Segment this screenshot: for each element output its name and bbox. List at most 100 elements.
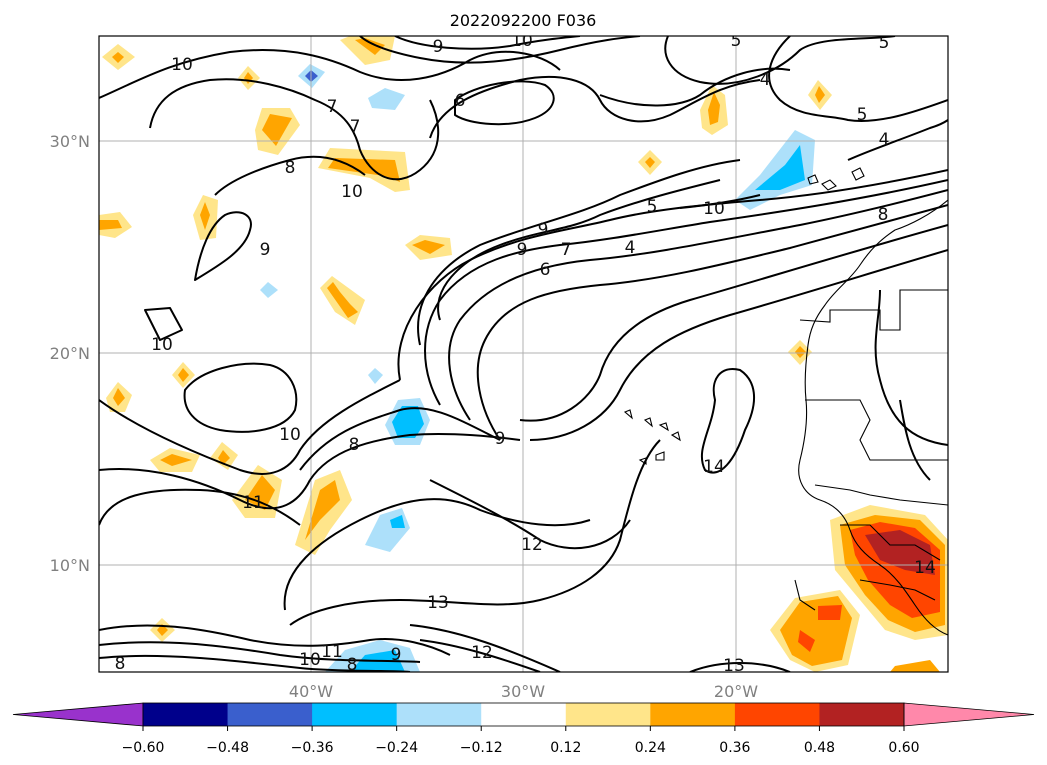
contour-line	[424, 179, 948, 406]
contour-label: 10	[511, 31, 533, 51]
positive-anomaly-blob-17-core	[708, 92, 720, 125]
contour-line	[394, 36, 581, 50]
contour-label: 10	[703, 199, 725, 219]
contour-line	[99, 379, 401, 475]
colorbar-tick-label: −0.48	[206, 740, 249, 756]
colorbar-tick-label: 0.48	[804, 740, 835, 756]
contour-line	[289, 439, 661, 626]
lat-label-10n: 10°N	[50, 556, 90, 575]
coastal-border-4	[840, 524, 941, 561]
contour-labels: 10 9 10 5 5 4 6 7 7 5 8 10 4 9 9 7 6 4 5…	[115, 31, 936, 676]
coastal-border	[799, 289, 948, 331]
contour-label: 10	[279, 425, 301, 445]
contour-label: 7	[327, 97, 338, 117]
coastal-border-5	[859, 579, 936, 601]
lon-label-30w: 30°W	[501, 682, 545, 701]
contour-line	[454, 80, 555, 126]
negative-anomaly-small-2	[368, 368, 383, 384]
contour-label: 4	[879, 130, 890, 150]
contour-label: 5	[857, 105, 868, 125]
contour-line	[283, 498, 591, 611]
africa-coastline	[798, 199, 948, 636]
colorbar-tick-label: −0.24	[375, 740, 418, 756]
contour-label: 13	[723, 656, 745, 676]
contour-label: 9	[391, 645, 402, 665]
colorbar: −0.60 −0.48 −0.36 −0.24 −0.12 0.12 0.24 0.36 0.4…	[12, 702, 1035, 756]
positive-anomaly-blob-7-core	[327, 282, 358, 318]
contour-label: 7	[561, 240, 572, 260]
contour-line	[99, 654, 411, 672]
contour-label: 14	[703, 457, 725, 477]
contour-line	[429, 479, 631, 550]
contour-line	[529, 249, 948, 441]
contour-label: 8	[285, 158, 296, 178]
contour-line	[99, 641, 421, 663]
shaded-anomalies	[99, 36, 948, 672]
contour-label: 9	[260, 240, 271, 260]
contour-line	[419, 639, 541, 672]
contour-line	[299, 407, 501, 471]
positive-anomaly-blob-8-core	[178, 368, 189, 382]
positive-anomaly-blob-15-core	[355, 38, 385, 55]
contour-line	[309, 432, 521, 481]
contour-line	[448, 189, 948, 421]
contour-label: 9	[517, 240, 528, 260]
contour-line	[214, 155, 366, 196]
positive-anomaly-blob-6-core	[412, 240, 445, 254]
coastal-border-6	[794, 579, 816, 611]
negative-anomaly-top	[368, 88, 405, 110]
positive-anomaly-blob-13-core	[305, 480, 340, 540]
latitude-labels: 30°N 20°N 10°N	[50, 132, 90, 575]
contour-label: 6	[540, 260, 551, 280]
colorbar-segment	[734, 703, 820, 726]
contour-lines	[99, 36, 948, 672]
lat-label-30n: 30°N	[50, 132, 90, 151]
positive-anomaly-blob-15	[340, 36, 395, 65]
positive-anomaly-blob-1-core	[112, 52, 124, 63]
contour-label: 12	[471, 643, 493, 663]
contour-label: 5	[731, 31, 742, 51]
positive-anomaly-blob-5-core	[99, 220, 122, 230]
negative-anomaly-cape-verde-core	[755, 145, 805, 190]
positive-anomaly-blob-11-core	[218, 450, 230, 465]
contour-line	[429, 76, 761, 139]
colorbar-segment	[143, 703, 229, 726]
contour-line	[700, 368, 756, 474]
positive-anomaly-blob-18-core	[645, 157, 655, 168]
contour-line	[359, 36, 641, 64]
positive-anomaly-blob-20-core	[795, 346, 806, 358]
contour-label: 11	[242, 493, 264, 513]
contour-line	[899, 399, 931, 481]
canary-islands	[807, 167, 865, 191]
contour-label: 5	[647, 197, 658, 217]
contour-line	[689, 662, 791, 672]
contour-label: 8	[115, 654, 126, 674]
colorbar-segment	[819, 703, 905, 726]
contour-label: 9	[433, 37, 444, 57]
coastlines	[623, 167, 948, 636]
lon-label-20w: 20°W	[714, 682, 758, 701]
contour-label: 9	[538, 220, 549, 240]
contour-line	[417, 159, 741, 346]
contour-line	[99, 488, 301, 526]
coastal-border-2	[805, 399, 948, 461]
contour-label: 10	[299, 650, 321, 670]
contour-label: 4	[760, 70, 771, 90]
lat-label-20n: 20°N	[50, 344, 90, 363]
cape-verde-islands	[623, 409, 681, 466]
positive-anomaly-blob-4-core	[200, 202, 210, 230]
contour-line	[194, 211, 252, 281]
contour-label: 5	[879, 33, 890, 53]
colorbar-tick-label: 0.36	[719, 740, 750, 756]
negative-anomaly-south-core	[390, 515, 405, 528]
positive-anomaly-region-darkred	[865, 530, 935, 575]
negative-anomaly-small	[260, 282, 278, 298]
contour-line	[409, 624, 561, 672]
contour-label: 9	[495, 429, 506, 449]
contour-line	[99, 624, 451, 656]
colorbar-tick-label: −0.36	[291, 740, 334, 756]
positive-anomaly-blob-14-core	[157, 624, 168, 636]
contour-line	[874, 289, 948, 446]
contour-label: 4	[625, 238, 636, 258]
